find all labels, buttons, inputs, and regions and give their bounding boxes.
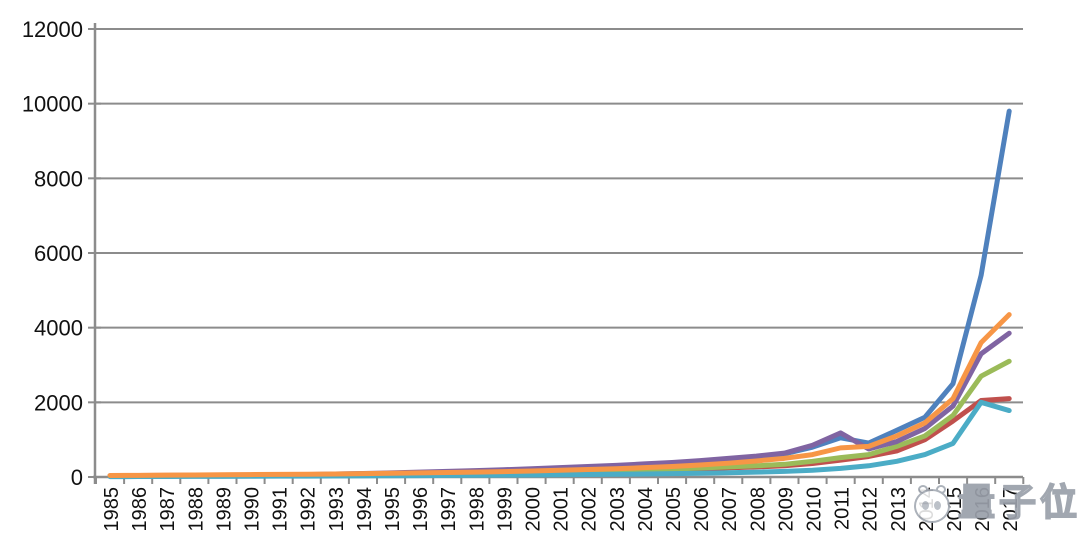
x-tick-label-2000: 2000 <box>523 487 545 532</box>
x-tick-label-2006: 2006 <box>691 487 713 532</box>
x-tick-label-2003: 2003 <box>607 487 629 532</box>
y-tick-label: 6000 <box>34 241 83 266</box>
x-tick-label-2007: 2007 <box>719 487 741 532</box>
x-tick-label-2008: 2008 <box>747 487 769 532</box>
x-tick-label-1987: 1987 <box>157 487 179 532</box>
gridlines <box>95 28 1023 404</box>
x-tick-label-1990: 1990 <box>242 487 264 532</box>
series-line-green <box>107 358 1012 479</box>
x-tick-label-1986: 1986 <box>129 487 151 532</box>
x-tick-label-2015: 2015 <box>944 487 966 532</box>
x-tick-label-1999: 1999 <box>494 487 516 532</box>
x-tick-label-2011: 2011 <box>832 487 854 530</box>
x-tick-label-1997: 1997 <box>438 487 460 532</box>
x-tick-label-2009: 2009 <box>775 487 797 532</box>
series-lines <box>107 108 1012 480</box>
x-tick-label-2016: 2016 <box>972 487 994 532</box>
x-tick-label-1985: 1985 <box>101 487 123 532</box>
x-tick-label-1991: 1991 <box>270 487 292 532</box>
x-tick-label-2002: 2002 <box>579 487 601 532</box>
y-tick-label: 10000 <box>22 92 83 117</box>
x-tick-label-1995: 1995 <box>382 487 404 532</box>
x-tick-label-2017: 2017 <box>1000 487 1022 532</box>
x-tick-label-1994: 1994 <box>354 487 376 532</box>
y-tick-label: 12000 <box>22 17 83 42</box>
x-tick-label-2014: 2014 <box>916 487 938 532</box>
x-tick-label-2012: 2012 <box>860 487 882 532</box>
y-tick-label: 4000 <box>34 316 83 341</box>
x-tick-label-1992: 1992 <box>298 487 320 532</box>
x-tick-label-2013: 2013 <box>888 487 910 532</box>
y-tick-label: 8000 <box>34 166 83 191</box>
x-tick-label-1993: 1993 <box>326 487 348 532</box>
x-tick-label-2005: 2005 <box>663 487 685 532</box>
series-line-orange <box>107 312 1012 479</box>
x-tick-label-1988: 1988 <box>185 487 207 532</box>
x-tick-label-1989: 1989 <box>213 487 235 532</box>
x-tick-label-2010: 2010 <box>804 487 826 532</box>
x-tick-label-2004: 2004 <box>635 487 657 532</box>
y-tick-label: 2000 <box>34 390 83 415</box>
y-axis-tick-labels: 0 2000 4000 6000 8000 10000 12000 <box>22 17 83 490</box>
x-tick-label-1996: 1996 <box>410 487 432 532</box>
x-axis-tick-labels: 1985 1986 1987 1988 1989 1990 1991 1992 1993 1994… <box>101 487 1022 532</box>
y-tick-label: 0 <box>71 465 83 490</box>
x-tick-label-1998: 1998 <box>466 487 488 532</box>
x-tick-label-2001: 2001 <box>551 487 573 532</box>
series-line-blue <box>107 108 1012 479</box>
